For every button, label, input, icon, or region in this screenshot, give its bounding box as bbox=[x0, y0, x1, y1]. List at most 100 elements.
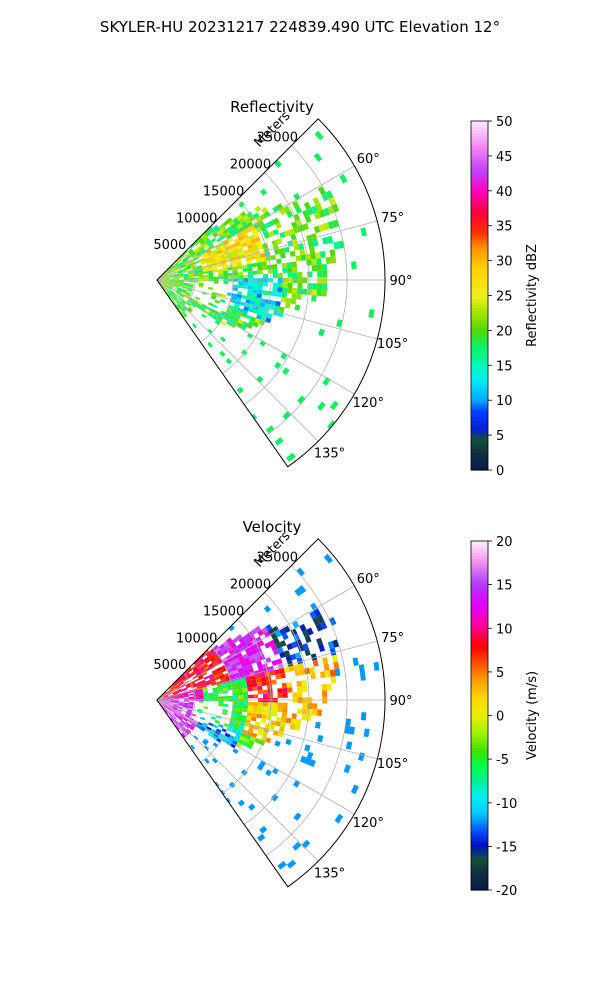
velocity-echo-cell bbox=[226, 637, 233, 644]
reflectivity-echo-cell bbox=[257, 282, 263, 287]
velocity-echo-cell bbox=[223, 723, 230, 728]
reflectivity-echo-cell bbox=[306, 234, 313, 242]
velocity-colorbar-segment bbox=[471, 695, 488, 699]
velocity-echo-cell bbox=[257, 702, 263, 707]
velocity-echo-cell bbox=[182, 717, 188, 722]
velocity-echo-cell bbox=[304, 744, 311, 752]
velocity-echo-cell bbox=[192, 720, 198, 725]
velocity-colorbar-segment bbox=[471, 706, 488, 711]
velocity-colorbar-segment bbox=[471, 791, 488, 795]
reflectivity-echo-cell bbox=[220, 226, 227, 232]
reflectivity-colorbar-segment bbox=[471, 237, 488, 241]
velocity-echo-cell bbox=[283, 666, 290, 673]
reflectivity-echo-cell bbox=[360, 227, 367, 237]
reflectivity-echo-cell bbox=[174, 264, 180, 268]
reflectivity-echo-cell bbox=[159, 280, 164, 283]
velocity-echo-cell bbox=[176, 708, 182, 712]
reflectivity-sector-outline bbox=[156, 118, 386, 468]
velocity-echo-cell bbox=[178, 715, 184, 719]
velocity-echo-cell bbox=[237, 799, 245, 807]
velocity-echo-cell bbox=[199, 727, 205, 732]
reflectivity-echo-cell bbox=[233, 238, 240, 244]
reflectivity-colorbar-segment bbox=[471, 423, 488, 427]
reflectivity-echo-cell bbox=[214, 299, 220, 304]
reflectivity-echo-cell bbox=[190, 243, 195, 249]
velocity-echo-cell bbox=[241, 715, 247, 720]
velocity-echo-cell bbox=[188, 703, 194, 705]
velocity-echo-cell bbox=[202, 687, 208, 691]
reflectivity-echo-cell bbox=[236, 310, 243, 316]
reflectivity-echo-cell bbox=[303, 201, 311, 210]
velocity-echo-cell bbox=[236, 664, 243, 670]
reflectivity-echo-cell bbox=[255, 216, 263, 223]
reflectivity-echo-cell bbox=[227, 237, 234, 243]
reflectivity-echo-cell bbox=[219, 350, 226, 357]
velocity-colorbar-segment bbox=[471, 607, 488, 612]
reflectivity-echo-cell bbox=[185, 264, 191, 268]
reflectivity-echo-cell bbox=[226, 245, 232, 251]
velocity-echo-cell bbox=[231, 729, 238, 734]
velocity-echo-cell bbox=[173, 692, 178, 695]
velocity-echo-cell bbox=[226, 646, 233, 652]
reflectivity-echo-cell bbox=[203, 236, 210, 242]
velocity-colorbar-segment bbox=[471, 631, 488, 635]
reflectivity-echo-cell bbox=[244, 227, 252, 234]
velocity-colorbar-segment bbox=[471, 721, 488, 725]
reflectivity-echo-cell bbox=[307, 240, 314, 248]
velocity-echo-cell bbox=[237, 667, 244, 673]
reflectivity-echo-cell bbox=[309, 246, 315, 254]
velocity-echo-cell bbox=[189, 671, 195, 676]
reflectivity-echo-cell bbox=[239, 239, 246, 245]
velocity-echo-cell bbox=[227, 687, 233, 691]
velocity-echo-cell bbox=[360, 672, 366, 681]
reflectivity-echo-cell bbox=[221, 294, 227, 298]
velocity-echo-cell bbox=[209, 665, 215, 670]
reflectivity-echo-cell bbox=[304, 215, 312, 224]
velocity-echo-cell bbox=[248, 654, 255, 661]
velocity-echo-cell bbox=[161, 705, 165, 710]
reflectivity-echo-cell bbox=[330, 256, 337, 264]
reflectivity-echo-cell bbox=[246, 211, 254, 218]
velocity-echo-cell bbox=[162, 704, 167, 709]
reflectivity-range-tick-label: 5000 bbox=[153, 238, 186, 253]
velocity-echo-cell bbox=[164, 709, 169, 714]
velocity-echo-cell bbox=[218, 672, 224, 677]
velocity-echo-cell bbox=[248, 694, 254, 699]
reflectivity-echo-cell bbox=[166, 287, 171, 292]
reflectivity-echo-cell bbox=[218, 271, 224, 275]
velocity-echo-cell bbox=[195, 724, 201, 729]
reflectivity-echo-cell bbox=[280, 252, 286, 259]
reflectivity-echo-cell bbox=[307, 283, 313, 290]
reflectivity-echo-cell bbox=[240, 220, 248, 227]
reflectivity-echo-cell bbox=[234, 220, 241, 227]
velocity-echo-cell bbox=[214, 719, 220, 724]
velocity-echo-cell bbox=[360, 712, 367, 721]
velocity-echo-cell bbox=[173, 704, 179, 708]
velocity-echo-cell bbox=[292, 692, 298, 698]
reflectivity-echo-cell bbox=[186, 266, 192, 270]
reflectivity-echo-cell bbox=[188, 275, 194, 277]
reflectivity-echo-cell bbox=[245, 240, 252, 246]
velocity-echo-cell bbox=[306, 627, 314, 636]
reflectivity-echo-cell bbox=[265, 299, 272, 305]
reflectivity-echo-cell bbox=[268, 219, 276, 227]
reflectivity-echo-cell bbox=[316, 289, 322, 297]
reflectivity-echo-cell bbox=[295, 255, 302, 262]
reflectivity-echo-cell bbox=[256, 314, 262, 320]
reflectivity-echo-cell bbox=[278, 247, 285, 254]
velocity-range-ring bbox=[222, 619, 272, 794]
reflectivity-colorbar-segment bbox=[471, 336, 488, 340]
reflectivity-echo-cell bbox=[223, 315, 230, 321]
velocity-echo-cell bbox=[215, 728, 222, 734]
reflectivity-echo-cell bbox=[234, 252, 240, 257]
reflectivity-echo-cell bbox=[168, 284, 173, 287]
velocity-echo-cell bbox=[227, 668, 233, 673]
reflectivity-echo-cell bbox=[183, 277, 189, 279]
reflectivity-colorbar-segment bbox=[471, 208, 488, 212]
velocity-colorbar-segment bbox=[471, 654, 488, 658]
velocity-colorbar-segment bbox=[471, 782, 488, 786]
reflectivity-echo-cell bbox=[305, 253, 312, 261]
reflectivity-echo-cell bbox=[201, 252, 208, 257]
velocity-echo-cell bbox=[178, 681, 184, 685]
velocity-echo-cell bbox=[206, 681, 212, 686]
